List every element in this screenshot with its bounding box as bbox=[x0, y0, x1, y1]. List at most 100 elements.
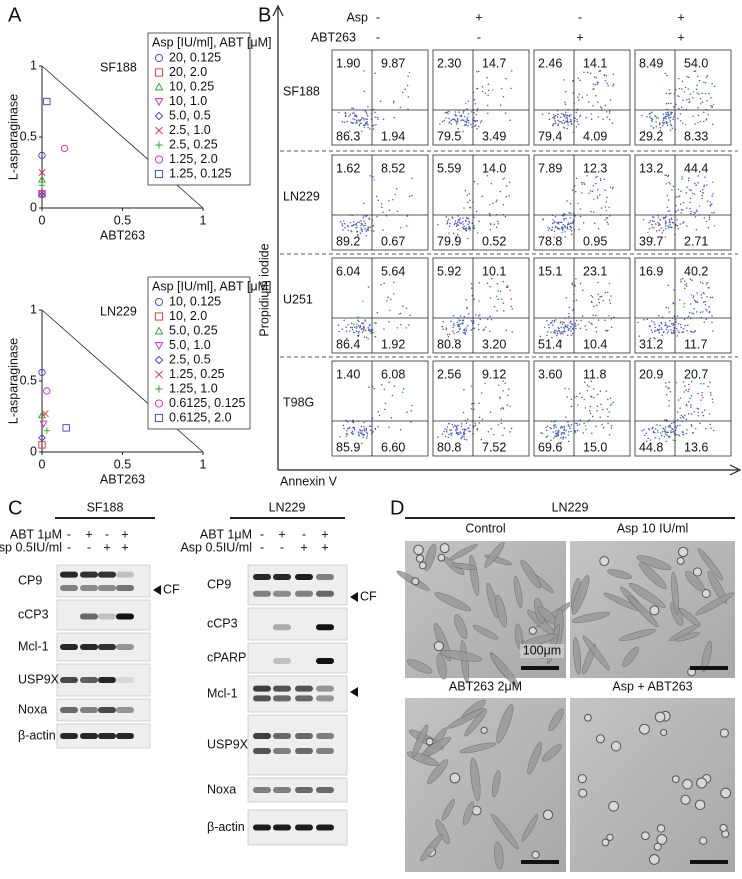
event-dot bbox=[509, 405, 511, 408]
event-dot bbox=[660, 321, 662, 324]
event-dot bbox=[367, 329, 370, 331]
event-dot bbox=[665, 113, 668, 116]
event-dot bbox=[411, 404, 413, 407]
event-dot bbox=[476, 107, 479, 110]
event-dot bbox=[497, 220, 499, 223]
event-dot bbox=[704, 300, 707, 303]
event-dot bbox=[367, 338, 369, 340]
event-dot bbox=[672, 332, 675, 334]
event-dot bbox=[564, 103, 567, 105]
event-dot bbox=[681, 80, 684, 83]
event-dot bbox=[594, 314, 597, 317]
event-dot bbox=[377, 118, 379, 120]
cell bbox=[439, 650, 483, 662]
event-dot bbox=[657, 224, 660, 227]
event-dot bbox=[566, 114, 569, 117]
event-dot bbox=[675, 204, 677, 207]
event-dot bbox=[368, 218, 371, 221]
event-dot bbox=[692, 313, 695, 315]
event-dot bbox=[456, 321, 458, 324]
event-dot bbox=[504, 112, 507, 114]
event-dot bbox=[345, 433, 348, 435]
blot-band bbox=[98, 707, 116, 713]
legend-marker bbox=[154, 82, 164, 91]
event-dot bbox=[445, 111, 448, 114]
event-dot bbox=[581, 396, 583, 399]
event-dot bbox=[694, 182, 696, 184]
event-dot bbox=[502, 380, 505, 383]
blot-band bbox=[295, 733, 313, 739]
event-dot bbox=[575, 327, 577, 330]
cell bbox=[697, 547, 724, 581]
event-dot bbox=[666, 121, 668, 124]
event-dot bbox=[560, 321, 562, 323]
event-dot bbox=[560, 340, 562, 342]
event-dot bbox=[591, 323, 593, 325]
event-dot bbox=[705, 427, 707, 430]
quadrant-percent: 0.95 bbox=[583, 234, 607, 248]
arrowhead bbox=[350, 687, 358, 697]
event-dot bbox=[456, 224, 459, 226]
protein-label: β-actin bbox=[207, 820, 245, 834]
event-dot bbox=[410, 409, 412, 412]
event-dot bbox=[692, 295, 695, 297]
event-dot bbox=[363, 220, 365, 222]
event-dot bbox=[607, 398, 609, 401]
event-dot bbox=[450, 320, 452, 323]
quadrant-percent: 11.8 bbox=[583, 367, 606, 381]
event-dot bbox=[651, 220, 654, 222]
event-dot bbox=[579, 419, 582, 421]
event-dot bbox=[445, 328, 448, 331]
event-dot bbox=[679, 279, 682, 281]
cell bbox=[406, 659, 433, 674]
event-dot bbox=[562, 326, 565, 329]
event-dot bbox=[576, 424, 579, 427]
event-dot bbox=[608, 314, 610, 317]
event-dot bbox=[470, 287, 473, 289]
event-dot bbox=[570, 323, 573, 325]
event-dot bbox=[709, 296, 712, 299]
event-dot bbox=[374, 322, 376, 324]
quadrant-percent: 5.64 bbox=[381, 264, 405, 278]
event-dot bbox=[650, 320, 653, 322]
event-dot bbox=[346, 433, 349, 435]
event-dot bbox=[443, 119, 446, 122]
event-dot bbox=[365, 336, 368, 339]
event-dot bbox=[477, 324, 480, 326]
event-dot bbox=[353, 427, 355, 430]
event-dot bbox=[460, 425, 463, 428]
legend-entry: 10, 0.125 bbox=[169, 294, 221, 308]
event-dot bbox=[648, 221, 650, 224]
cell bbox=[411, 577, 420, 586]
quadrant-percent: 10.1 bbox=[482, 264, 506, 278]
event-dot bbox=[364, 222, 367, 225]
event-dot bbox=[361, 327, 363, 330]
event-dot bbox=[565, 120, 567, 123]
event-dot bbox=[463, 225, 465, 228]
event-dot bbox=[470, 320, 473, 322]
data-point bbox=[62, 424, 70, 432]
event-dot bbox=[572, 327, 574, 329]
event-dot bbox=[670, 123, 672, 125]
event-dot bbox=[551, 226, 554, 228]
event-dot bbox=[668, 118, 670, 120]
event-dot bbox=[456, 433, 459, 436]
event-dot bbox=[649, 112, 651, 115]
event-dot bbox=[609, 99, 612, 101]
event-dot bbox=[605, 390, 607, 392]
event-dot bbox=[464, 124, 467, 126]
event-dot bbox=[473, 227, 476, 229]
event-dot bbox=[557, 124, 559, 126]
event-dot bbox=[362, 117, 365, 120]
event-dot bbox=[364, 320, 367, 322]
event-dot bbox=[551, 336, 553, 339]
event-dot bbox=[567, 434, 570, 436]
event-dot bbox=[668, 405, 670, 407]
event-dot bbox=[480, 120, 483, 122]
event-dot bbox=[448, 422, 450, 425]
event-dot bbox=[658, 123, 661, 126]
event-dot bbox=[661, 124, 664, 127]
event-dot bbox=[339, 220, 342, 223]
event-dot bbox=[377, 410, 380, 413]
event-dot bbox=[454, 111, 457, 113]
